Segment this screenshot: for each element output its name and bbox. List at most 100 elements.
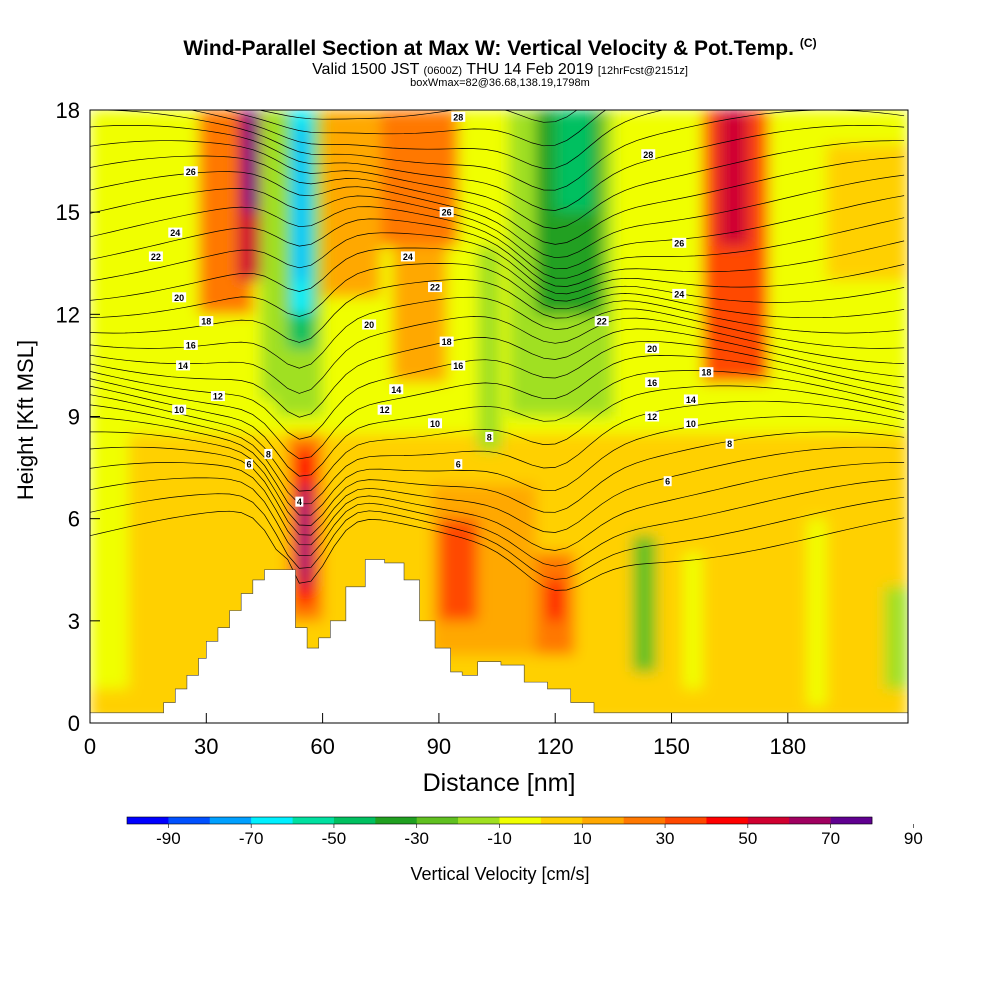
contour-label: 24 — [674, 289, 684, 299]
colorbar-tick-label: 70 — [821, 829, 840, 848]
w-cell — [438, 518, 478, 621]
colorbar-tick-label: -50 — [322, 829, 347, 848]
contour-label: 20 — [174, 293, 184, 303]
contour-label: 14 — [391, 385, 401, 395]
contour-label: 20 — [647, 344, 657, 354]
contour-label-bg — [645, 343, 660, 354]
contour-label-bg — [485, 431, 494, 442]
colorbar-swatch — [127, 817, 169, 824]
contour-label-bg — [725, 438, 734, 449]
terrain-shape — [90, 559, 908, 723]
chart-title: Wind-Parallel Section at Max W: Vertical… — [183, 36, 817, 60]
x-tick-label: 120 — [537, 734, 574, 759]
theta-contour — [90, 416, 905, 516]
colorbar-swatch — [499, 817, 542, 824]
colorbar-tick-label: -10 — [487, 829, 512, 848]
theta-contour — [90, 124, 905, 211]
contour-label-bg — [244, 459, 253, 470]
w-cell — [632, 535, 657, 672]
colorbar-swatch — [292, 817, 335, 824]
contour-label-bg — [199, 316, 214, 327]
w-cell — [301, 501, 308, 570]
contour-label-bg — [176, 360, 191, 371]
contour-label: 18 — [201, 317, 211, 327]
theta-contour — [90, 446, 905, 536]
w-cell — [884, 586, 908, 689]
contour-label: 8 — [487, 432, 492, 442]
theta-contour — [189, 110, 665, 169]
w-cell — [555, 110, 594, 213]
colorbar-swatch — [623, 817, 666, 824]
contour-label: 8 — [727, 439, 732, 449]
contour-label: 10 — [686, 419, 696, 429]
contour-label-bg — [377, 404, 392, 415]
w-cell — [297, 127, 306, 281]
contour-label-bg — [295, 496, 304, 507]
colorbar-swatch — [540, 817, 583, 824]
contour-label: 20 — [364, 320, 374, 330]
copyright-mark: (C) — [799, 36, 817, 50]
contour-label-bg — [428, 282, 443, 293]
contour-label: 8 — [266, 449, 271, 459]
w-cell — [683, 552, 703, 689]
colorbar-swatch — [706, 817, 749, 824]
contour-label: 18 — [701, 368, 711, 378]
x-tick-label: 90 — [427, 734, 451, 759]
contour-label: 10 — [174, 405, 184, 415]
theta-contour — [90, 462, 905, 551]
colorbar-swatch — [789, 817, 831, 824]
y-tick-label: 18 — [56, 98, 80, 123]
colorbar-tick-label: -30 — [404, 829, 429, 848]
w-cell — [826, 144, 908, 281]
colorbar-tick-label: 90 — [904, 829, 923, 848]
w-cell — [718, 110, 750, 247]
contour-label-bg — [428, 418, 443, 429]
theta-contour — [90, 206, 905, 279]
x-tick-label: 180 — [769, 734, 806, 759]
contour-label-bg — [210, 391, 225, 402]
w-cell — [613, 110, 664, 417]
contour-label: 12 — [213, 392, 223, 402]
contour-label: 16 — [186, 340, 196, 350]
contour-label-bg — [645, 377, 660, 388]
x-tick-label: 30 — [194, 734, 218, 759]
theta-contour — [90, 279, 905, 343]
y-axis-label: Height [Kft MSL] — [13, 340, 38, 500]
theta-contour — [90, 263, 905, 319]
colorbar-tick-label: 10 — [573, 829, 592, 848]
contour-label-bg — [594, 316, 609, 327]
contour-label: 26 — [674, 238, 684, 248]
contour-label: 16 — [453, 361, 463, 371]
y-tick-label: 15 — [56, 200, 80, 225]
colorbar-swatch — [458, 817, 500, 824]
contour-label-bg — [672, 237, 687, 248]
colorbar-swatch — [830, 817, 873, 824]
colorbar-swatch — [168, 817, 211, 824]
colorbar-swatch — [333, 817, 376, 824]
contour-label: 14 — [686, 395, 696, 405]
contour-label-bg — [183, 166, 198, 177]
contour-label-bg — [183, 339, 198, 350]
potential-temperature-contours — [90, 110, 905, 591]
contour-label-bg — [683, 418, 698, 429]
contour-label: 6 — [456, 460, 461, 470]
theta-contour — [90, 355, 905, 460]
contour-label: 18 — [442, 337, 452, 347]
colorbar-swatch — [665, 817, 707, 824]
terrain — [90, 559, 908, 723]
contour-label-bg — [672, 288, 687, 299]
contour-label: 6 — [665, 477, 670, 487]
contour-label: 28 — [643, 150, 653, 160]
theta-contour — [90, 140, 905, 229]
contour-label: 12 — [647, 412, 657, 422]
theta-contour — [90, 477, 905, 567]
theta-contour — [90, 188, 905, 270]
colorbar-tick-label: -70 — [239, 829, 264, 848]
contour-label: 4 — [297, 497, 302, 507]
contour-label-bg — [451, 111, 466, 122]
contour-label-bg — [641, 149, 656, 160]
w-cell — [477, 246, 501, 451]
contour-label-bg — [389, 384, 404, 395]
theta-contour — [90, 385, 905, 492]
